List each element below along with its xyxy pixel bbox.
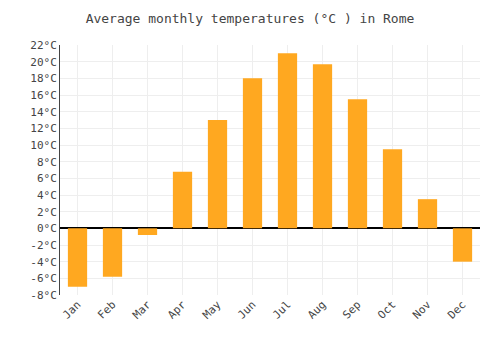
svg-text:Jan: Jan — [60, 298, 83, 321]
svg-text:Mar: Mar — [130, 298, 154, 322]
svg-text:Jul: Jul — [270, 298, 293, 321]
svg-text:-6°C: -6°C — [30, 272, 57, 285]
svg-text:Dec: Dec — [445, 298, 468, 321]
svg-text:6°C: 6°C — [37, 172, 57, 185]
svg-text:14°C: 14°C — [30, 106, 57, 119]
svg-text:Average monthly temperatures (: Average monthly temperatures (°C ) in Ro… — [86, 11, 415, 26]
svg-text:8°C: 8°C — [37, 156, 57, 169]
svg-text:Feb: Feb — [95, 298, 118, 321]
svg-text:Sep: Sep — [340, 298, 363, 321]
svg-text:-4°C: -4°C — [30, 256, 57, 269]
svg-text:Apr: Apr — [165, 298, 189, 322]
svg-text:-2°C: -2°C — [30, 239, 57, 252]
svg-text:18°C: 18°C — [30, 72, 57, 85]
svg-text:4°C: 4°C — [37, 189, 57, 202]
svg-text:12°C: 12°C — [30, 122, 57, 135]
svg-text:10°C: 10°C — [30, 139, 57, 152]
svg-text:Aug: Aug — [305, 298, 328, 321]
svg-text:0°C: 0°C — [37, 222, 57, 235]
svg-text:Oct: Oct — [375, 298, 398, 321]
svg-text:22°C: 22°C — [30, 39, 57, 52]
svg-text:-8°C: -8°C — [30, 289, 57, 302]
svg-text:16°C: 16°C — [30, 89, 57, 102]
svg-text:Nov: Nov — [410, 298, 434, 322]
svg-text:May: May — [200, 298, 224, 322]
svg-text:2°C: 2°C — [37, 206, 57, 219]
svg-text:20°C: 20°C — [30, 56, 57, 69]
svg-text:Jun: Jun — [235, 298, 258, 321]
